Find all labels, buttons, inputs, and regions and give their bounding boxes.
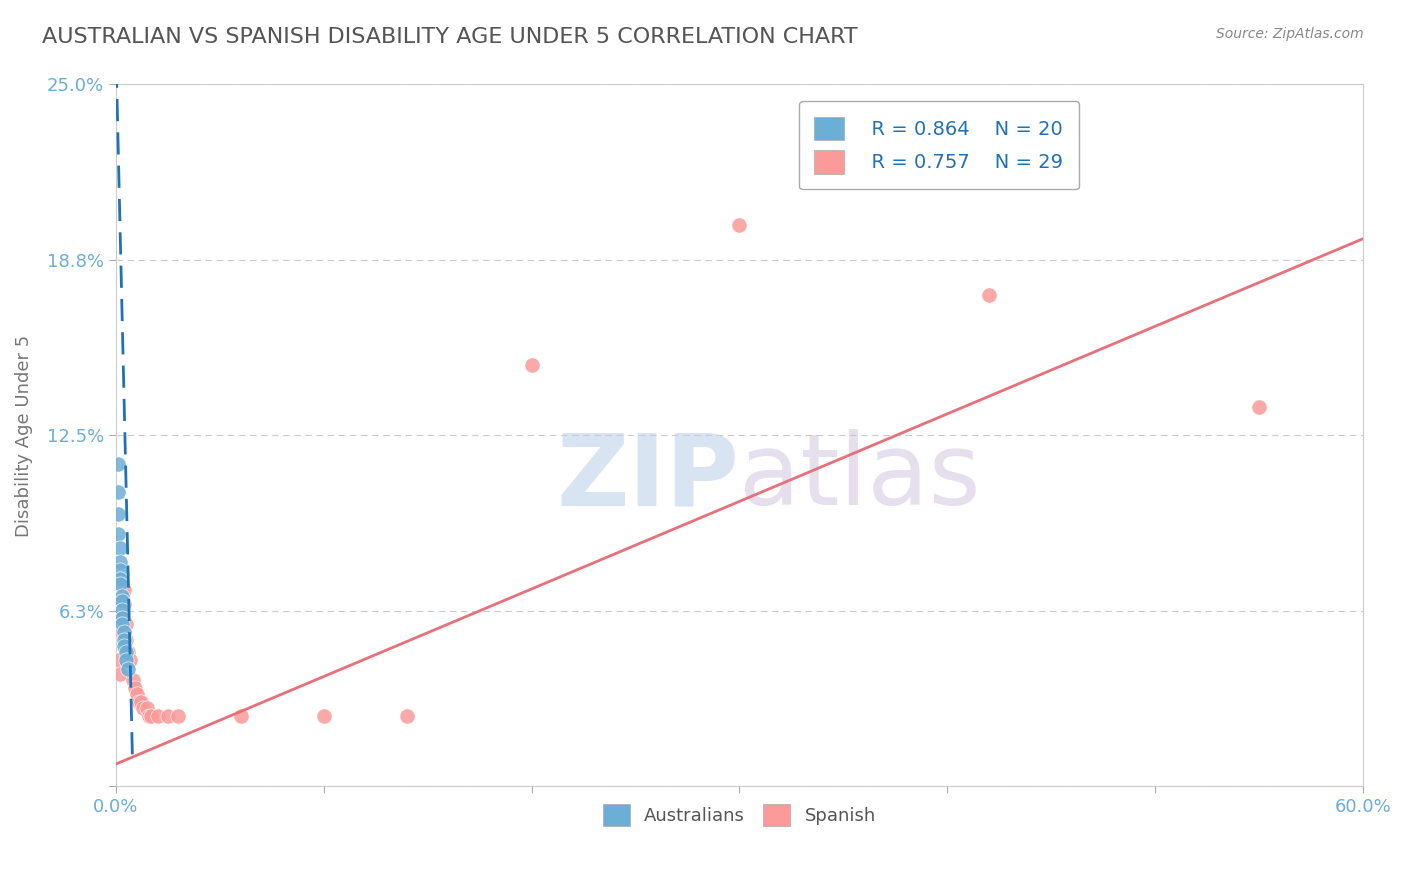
Text: AUSTRALIAN VS SPANISH DISABILITY AGE UNDER 5 CORRELATION CHART: AUSTRALIAN VS SPANISH DISABILITY AGE UND… [42,27,858,46]
Point [128,695,150,709]
Text: ZIP: ZIP [557,429,740,526]
Point [107,653,129,667]
Point [395,709,418,723]
Point [312,709,335,723]
Point [977,288,1000,302]
Point [121,673,143,687]
Point [112,625,135,640]
Point [117,661,139,675]
Y-axis label: Disability Age Under 5: Disability Age Under 5 [15,334,32,537]
Point [728,218,751,232]
Point [107,457,129,471]
Point [141,709,163,723]
Point [129,695,152,709]
Point [229,709,252,723]
Point [125,687,148,701]
Point [115,645,138,659]
Point [108,555,131,569]
Point [138,709,160,723]
Point [115,616,138,631]
Point [108,667,131,681]
Text: Source: ZipAtlas.com: Source: ZipAtlas.com [1216,27,1364,41]
Point [111,611,134,625]
Point [108,577,131,591]
Point [115,633,138,648]
Point [112,639,135,653]
Point [115,653,138,667]
Point [112,582,135,597]
Point [108,541,131,555]
Point [120,653,142,667]
Point [107,526,129,541]
Point [124,681,146,696]
Legend: Australians, Spanish: Australians, Spanish [596,797,883,834]
Point [520,358,543,372]
Point [107,507,129,521]
Point [1247,401,1270,415]
Point [111,611,134,625]
Point [108,563,131,577]
Point [112,597,135,611]
Point [136,701,159,715]
Point [111,602,134,616]
Point [146,709,169,723]
Point [108,572,131,586]
Point [132,701,155,715]
Point [111,594,134,608]
Point [117,645,139,659]
Text: atlas: atlas [740,429,981,526]
Point [111,616,134,631]
Point [111,625,134,640]
Point [112,633,135,648]
Point [111,589,134,603]
Point [107,484,129,499]
Point [156,709,179,723]
Point [167,709,190,723]
